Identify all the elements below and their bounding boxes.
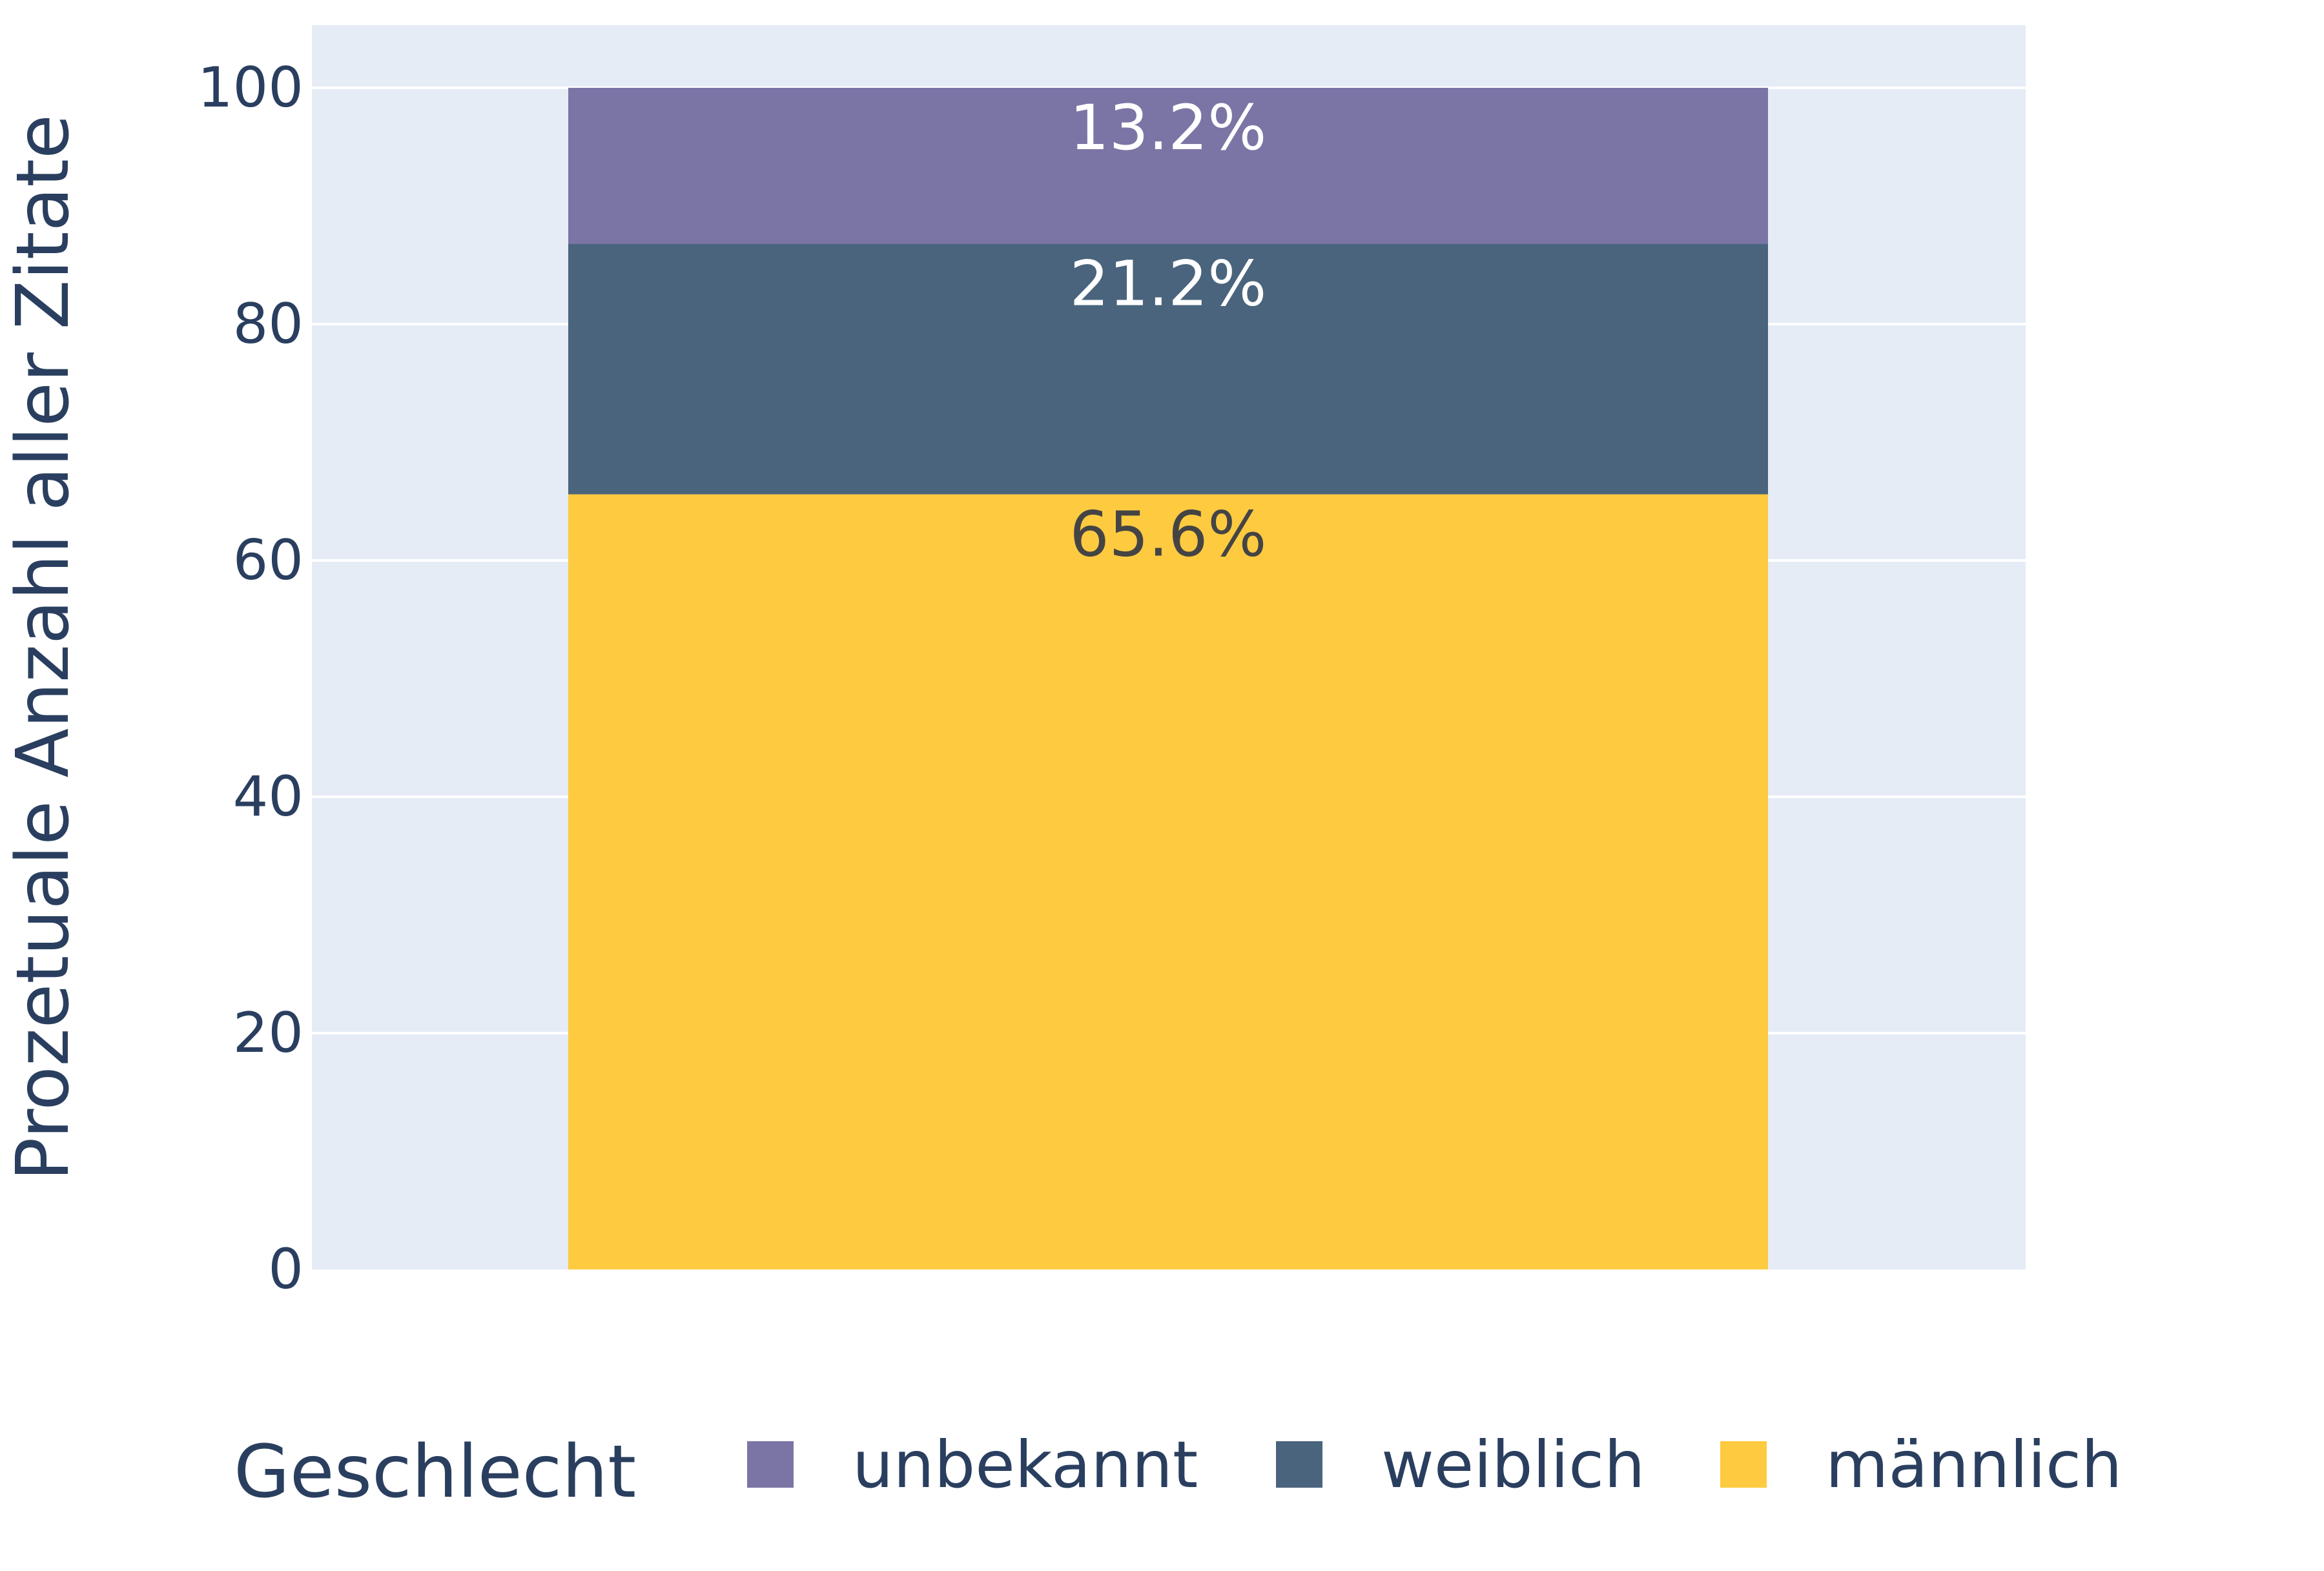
- y-tick-label: 40: [233, 765, 303, 829]
- legend-swatch: [1720, 1441, 1767, 1488]
- y-tick-label: 0: [268, 1237, 303, 1302]
- bar-segment: [568, 243, 1768, 495]
- data-labels: 65.6% 21.2% 13.2%: [1070, 92, 1267, 571]
- bars: [568, 87, 1768, 1269]
- data-label: 13.2%: [1070, 92, 1267, 164]
- y-tick-labels: 0 20 40 60 80 100: [198, 56, 303, 1302]
- data-label: 21.2%: [1070, 248, 1267, 320]
- legend-swatch: [1276, 1441, 1322, 1488]
- legend-title: Geschlecht: [234, 1430, 636, 1514]
- y-tick-label: 100: [198, 56, 303, 120]
- bar-segment: [568, 494, 1768, 1269]
- y-tick-label: 20: [233, 1001, 303, 1065]
- data-label: 65.6%: [1070, 498, 1267, 571]
- y-tick-label: 80: [233, 292, 303, 356]
- legend-label: unbekannt: [852, 1427, 1198, 1503]
- y-tick-label: 60: [233, 528, 303, 593]
- legend-label: männlich: [1825, 1427, 2122, 1503]
- legend-swatch: [747, 1441, 794, 1488]
- y-axis-title: Prozetuale Anzahl aller Zitate: [1, 114, 85, 1181]
- bar-segment: [568, 87, 1768, 244]
- legend-label: weiblich: [1381, 1427, 1645, 1503]
- legend: Geschlecht unbekannt weiblich männlich: [234, 1427, 2122, 1514]
